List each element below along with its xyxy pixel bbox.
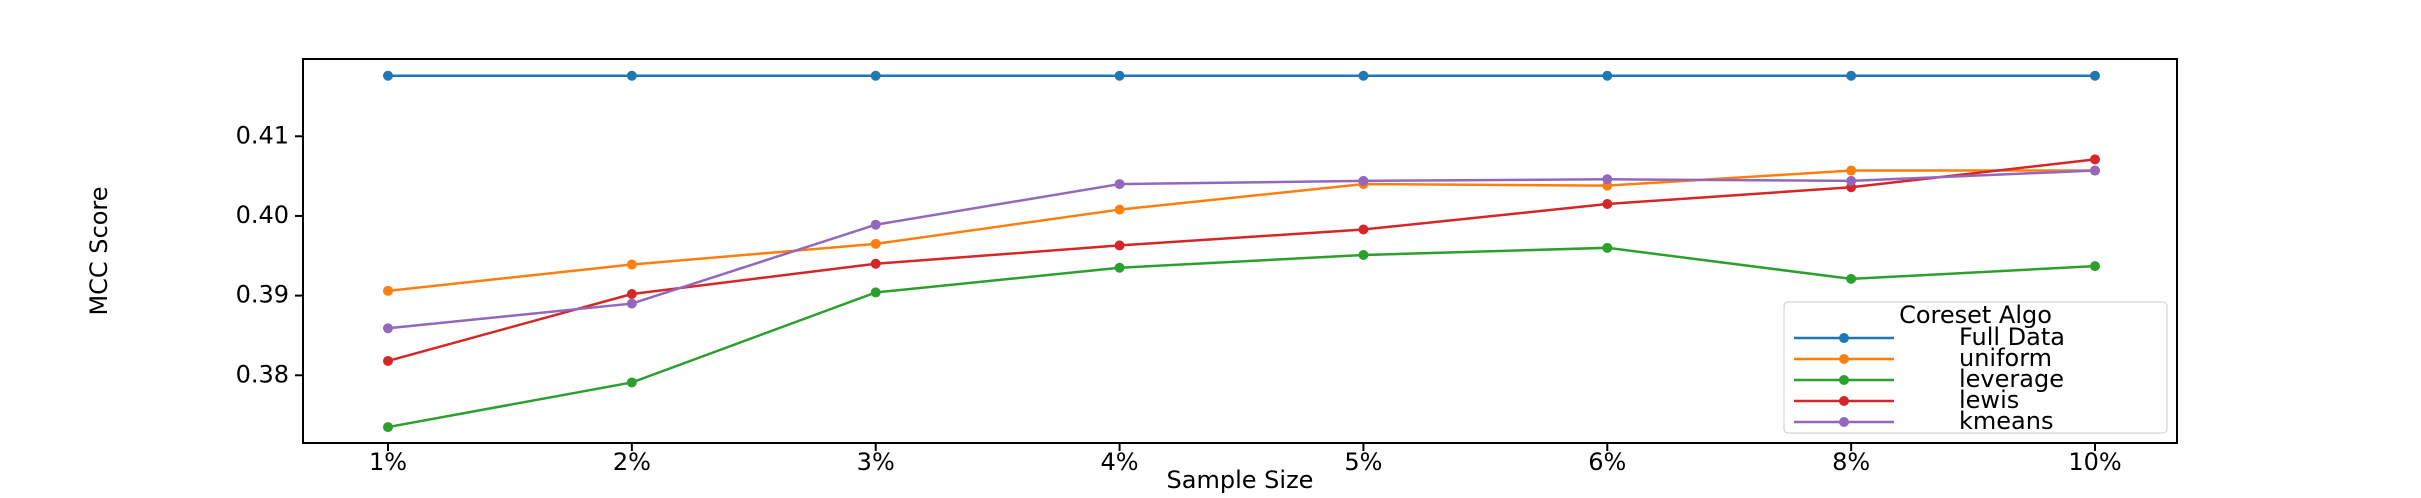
x-tick-label: 3% [857,448,895,476]
legend-label: lewis [1959,386,2019,414]
data-point [1846,175,1857,186]
y-tick-label: 0.40 [236,201,289,229]
data-point [1602,174,1613,185]
plot-frame [302,58,2178,444]
y-tick-label: 0.41 [236,121,289,149]
data-point [383,70,393,81]
data-point [2090,70,2100,81]
data-point [626,289,637,300]
legend-label: Full Data [1959,323,2065,351]
data-point [870,219,881,230]
data-point [1114,70,1125,81]
data-point [1358,249,1369,260]
data-point [2090,261,2100,272]
data-point [870,287,881,298]
x-tick-label: 6% [1588,448,1626,476]
legend-title: Coreset Algo [1899,301,2052,329]
legend-label: kmeans [1959,407,2053,435]
data-point [383,285,393,296]
legend-label: uniform [1959,344,2052,372]
y-tick-label: 0.39 [236,281,289,309]
data-point [1846,273,1857,284]
data-point [1602,70,1613,81]
x-tick-label: 10% [2068,448,2121,476]
data-point [626,259,637,270]
legend-marker [1839,417,1849,427]
data-point [2090,165,2100,176]
x-tick-label: 1% [369,448,407,476]
data-point [626,377,637,388]
y-tick-label: 0.38 [236,360,289,388]
data-point [1602,242,1613,253]
data-point [1114,179,1125,190]
x-tick-label: 8% [1832,448,1870,476]
y-axis-label: MCC Score [85,186,113,315]
data-point [870,238,881,249]
legend-marker [1839,354,1849,364]
legend-marker [1839,375,1849,385]
legend-marker [1839,333,1849,343]
data-point [1358,175,1369,186]
data-point [383,355,393,366]
legend-marker [1839,396,1849,406]
data-point [2090,154,2100,165]
x-tick-label: 4% [1101,448,1139,476]
data-point [1846,70,1857,81]
series-line [387,169,2096,330]
data-point [383,422,393,433]
data-point [1114,262,1125,273]
data-point [383,323,393,334]
data-point [870,70,881,81]
legend-label: leverage [1959,365,2064,393]
data-point [626,298,637,309]
x-tick-label: 2% [613,448,651,476]
x-axis-label: Sample Size [1167,466,1314,494]
data-point [1602,198,1613,209]
data-point [626,70,637,81]
data-point [1114,204,1125,215]
data-point [870,258,881,269]
series-line [387,246,2096,429]
x-tick-label: 5% [1344,448,1382,476]
data-point [1114,240,1125,251]
series-line [387,169,2095,293]
data-point [1846,165,1857,176]
series-line [387,158,2096,363]
data-point [1358,70,1369,81]
data-point [1358,224,1369,235]
